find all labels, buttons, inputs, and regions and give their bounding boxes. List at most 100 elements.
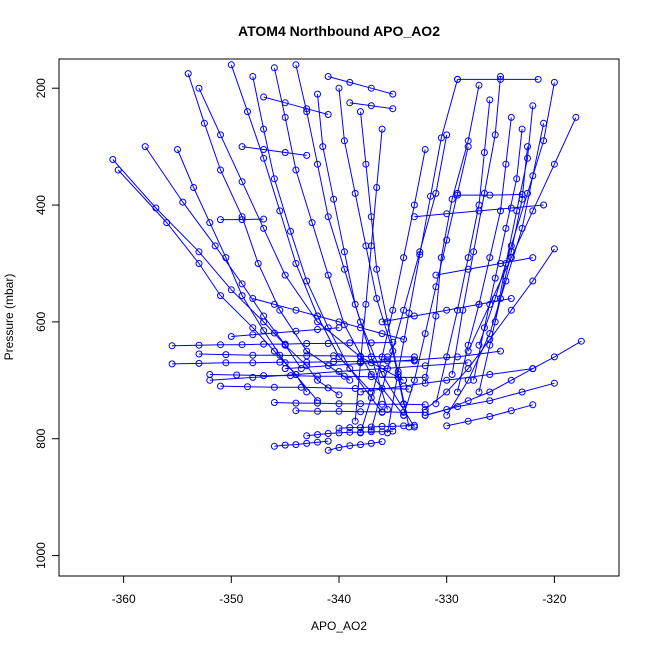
data-point xyxy=(314,160,321,168)
data-point xyxy=(357,324,364,332)
data-point xyxy=(367,102,375,110)
data-point xyxy=(367,84,375,92)
data-point xyxy=(410,356,418,364)
data-point xyxy=(378,408,386,416)
data-point xyxy=(357,408,364,416)
data-point xyxy=(507,242,515,250)
profile-52 xyxy=(432,254,537,279)
data-point xyxy=(486,300,494,308)
data-point xyxy=(292,260,300,267)
data-point xyxy=(486,335,494,343)
data-point xyxy=(421,362,429,370)
data-point xyxy=(432,189,440,197)
data-point xyxy=(454,306,461,314)
data-point xyxy=(276,207,284,215)
data-point xyxy=(270,329,278,337)
data-point xyxy=(421,330,429,338)
data-point xyxy=(324,384,332,392)
data-point xyxy=(314,376,321,384)
data-point xyxy=(260,146,268,153)
data-point xyxy=(335,400,343,408)
chart-title: ATOM4 Northbound APO_AO2 xyxy=(238,23,440,39)
data-point xyxy=(507,306,515,314)
data-point xyxy=(217,292,224,300)
data-point xyxy=(475,300,483,308)
profile-39 xyxy=(195,350,418,361)
profile-line xyxy=(295,64,415,428)
data-point xyxy=(497,207,504,215)
data-point xyxy=(238,280,246,288)
data-point xyxy=(384,357,391,365)
data-point xyxy=(394,373,402,381)
data-point xyxy=(443,306,451,314)
data-point xyxy=(281,113,289,121)
data-point xyxy=(324,271,332,279)
profile-line xyxy=(230,64,372,393)
data-point xyxy=(260,224,268,232)
data-point xyxy=(454,353,461,361)
data-point xyxy=(421,408,429,416)
profile-line xyxy=(295,410,426,413)
data-point xyxy=(281,149,289,156)
data-point xyxy=(249,295,257,302)
profile-line xyxy=(231,327,340,337)
profile-line xyxy=(328,76,393,95)
data-point xyxy=(529,207,537,215)
data-point xyxy=(464,265,472,273)
data-point xyxy=(324,111,332,118)
data-point xyxy=(550,78,558,86)
profile-14 xyxy=(351,125,386,425)
profile-line xyxy=(360,149,426,434)
data-point xyxy=(464,417,472,425)
data-point xyxy=(351,417,359,425)
profile-line xyxy=(403,146,469,416)
profile-line xyxy=(494,105,534,322)
profile-line xyxy=(242,146,307,156)
y-axis-label: Pressure (mbar) xyxy=(2,274,16,361)
data-point xyxy=(475,207,483,215)
data-point xyxy=(507,204,515,212)
data-point xyxy=(405,385,413,393)
data-point xyxy=(362,160,370,168)
data-point xyxy=(400,422,408,430)
profile-22 xyxy=(454,113,515,396)
data-point xyxy=(249,324,257,332)
data-point xyxy=(206,376,214,384)
data-point xyxy=(217,216,224,224)
data-point xyxy=(238,178,246,186)
data-point xyxy=(367,339,375,347)
data-point xyxy=(260,340,268,348)
data-point xyxy=(222,359,230,367)
data-point xyxy=(464,397,472,405)
y-tick-label: 600 xyxy=(34,312,48,332)
y-tick-label: 200 xyxy=(34,78,48,98)
data-point xyxy=(577,337,585,345)
profile-21 xyxy=(448,73,504,378)
data-point xyxy=(238,216,246,224)
data-point xyxy=(303,432,311,440)
data-point xyxy=(427,192,434,200)
data-point xyxy=(491,274,499,282)
profile-19 xyxy=(421,81,483,387)
profile-line xyxy=(220,218,264,221)
data-point xyxy=(303,340,311,347)
data-point xyxy=(454,191,461,199)
data-point xyxy=(270,175,278,183)
data-point xyxy=(389,338,397,346)
data-point xyxy=(314,90,321,98)
profile-line xyxy=(117,169,308,393)
profile-54 xyxy=(238,143,311,159)
data-point xyxy=(303,105,311,113)
profile-40 xyxy=(206,371,429,381)
data-point xyxy=(244,108,251,116)
data-point xyxy=(443,210,451,218)
data-point xyxy=(276,306,284,314)
data-point xyxy=(314,438,321,446)
profile-line xyxy=(451,76,501,375)
data-point xyxy=(513,175,521,183)
data-point xyxy=(324,73,332,80)
data-point xyxy=(416,251,424,259)
profile-43 xyxy=(292,407,429,416)
data-point xyxy=(227,286,235,294)
data-point xyxy=(400,408,408,416)
